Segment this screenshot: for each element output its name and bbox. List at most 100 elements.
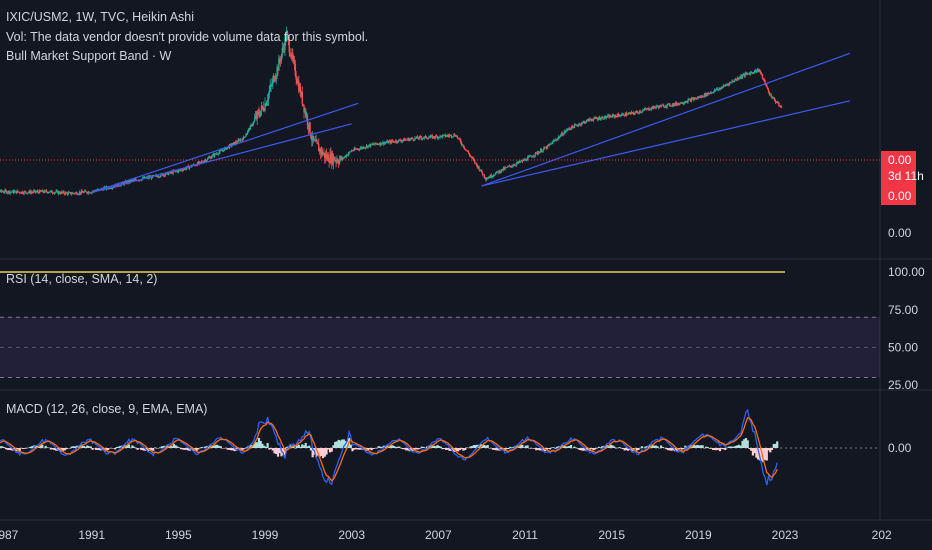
histogram-bar [226,448,229,450]
candle [669,105,672,107]
candle-body [545,146,547,149]
candle-body [677,103,680,105]
candle-body [411,137,414,139]
candle [633,112,635,116]
candle [214,153,217,155]
candle-body [339,156,342,160]
candle [40,190,43,193]
candle-body [504,167,506,170]
histogram-bar [490,448,493,449]
candle-body [536,152,538,154]
candle-body [669,105,672,107]
histogram-bar [642,447,645,449]
candle-body [243,136,245,138]
candle [303,104,305,119]
candle-body [396,140,398,143]
candle [460,138,462,145]
candle [666,103,668,109]
candle-body [274,78,277,82]
candle-body [58,191,61,194]
candle [740,74,742,80]
candle-body [485,178,487,180]
histogram-bar [159,447,162,448]
histogram-bar [261,443,264,448]
candle [83,191,85,194]
candle [559,134,562,138]
histogram-bar [770,448,774,450]
symbol-title[interactable]: IXIC/USM2, 1W, TVC, Heikin Ashi [6,10,195,24]
candle-body [69,192,71,194]
candle-body [530,155,532,157]
support-band-line-1 [91,102,359,194]
candle [431,133,433,140]
candle [1,190,4,193]
candle-body [206,159,208,162]
candle [16,189,18,194]
histogram-bar [620,448,623,449]
candle-body [31,192,33,193]
candle [626,113,628,116]
candle-body [582,121,584,123]
histogram-bar [720,448,723,449]
candle-body [389,140,392,144]
candle-body [737,78,739,80]
candle [423,136,426,140]
candle [677,102,680,106]
candle-body [598,117,601,120]
candle [38,191,40,195]
candle [547,144,550,147]
candle [324,150,327,163]
histogram-bar [769,448,772,453]
candle [659,105,661,107]
candle-body [264,103,266,111]
candle [640,111,642,114]
candle [662,104,665,108]
indicator-legend[interactable]: Bull Market Support Band · W [6,49,172,63]
histogram-bar [741,440,744,448]
candle-body [484,177,486,179]
candle-body [29,190,31,194]
candle [215,152,218,156]
candle-body [517,162,519,163]
candle-body [669,103,671,106]
candle [502,166,505,172]
histogram-bar [335,441,339,448]
candle [374,142,376,146]
candle-body [177,170,180,173]
candle [561,131,563,137]
histogram-bar [219,446,222,448]
candle-body [441,135,444,138]
candle-body [130,180,133,182]
candle [719,87,721,91]
candle-body [434,137,436,139]
candle-body [246,130,249,134]
candle [371,142,374,146]
candle [318,147,321,155]
candle [384,141,387,145]
candle-body [378,144,381,145]
candle-body [591,120,594,122]
candle [703,92,706,98]
candle-body [708,92,710,94]
histogram-bar [599,447,602,448]
macd-legend[interactable]: MACD (12, 26, close, 9, EMA, EMA) [6,402,208,416]
candle [350,149,353,152]
candle-body [502,167,505,171]
candle-body [501,169,504,171]
candle [296,77,298,84]
candle-body [660,105,662,107]
candle-body [550,143,552,145]
candle-body [58,191,60,194]
candle-body [308,122,310,129]
candle [18,191,20,193]
candle [357,148,360,151]
candle-body [569,128,571,130]
candle [309,122,311,136]
candle [254,110,257,120]
candle-body [753,72,755,74]
histogram-bar [497,448,500,451]
rsi-legend[interactable]: RSI (14, close, SMA, 14, 2) [6,272,158,286]
candle [292,55,295,65]
candle [344,155,346,158]
candle-body [188,166,191,169]
